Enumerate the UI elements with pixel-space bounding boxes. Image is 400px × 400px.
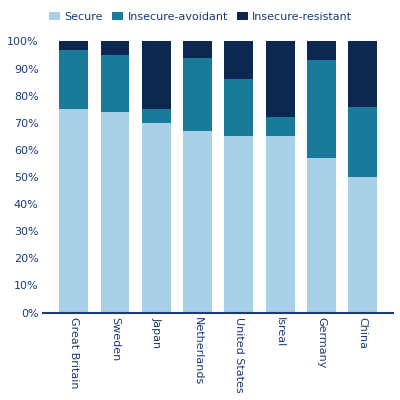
Bar xyxy=(307,42,336,60)
Bar xyxy=(224,136,253,312)
Legend: Secure, Insecure-avoidant, Insecure-resistant: Secure, Insecure-avoidant, Insecure-resi… xyxy=(49,12,352,22)
Bar xyxy=(142,123,171,312)
Bar xyxy=(183,131,212,312)
Bar xyxy=(266,136,295,312)
Bar xyxy=(266,117,295,136)
Bar xyxy=(224,42,253,79)
Bar xyxy=(59,42,88,50)
Bar xyxy=(348,177,377,312)
Bar xyxy=(266,42,295,117)
Bar xyxy=(59,50,88,109)
Bar xyxy=(307,158,336,312)
Bar xyxy=(142,42,171,109)
Bar xyxy=(348,42,377,106)
Bar xyxy=(101,55,130,112)
Bar xyxy=(224,79,253,136)
Bar xyxy=(59,109,88,312)
Bar xyxy=(348,106,377,177)
Bar xyxy=(101,42,130,55)
Bar xyxy=(142,109,171,123)
Bar xyxy=(307,60,336,158)
Bar xyxy=(101,112,130,312)
Bar xyxy=(183,42,212,58)
Bar xyxy=(183,58,212,131)
